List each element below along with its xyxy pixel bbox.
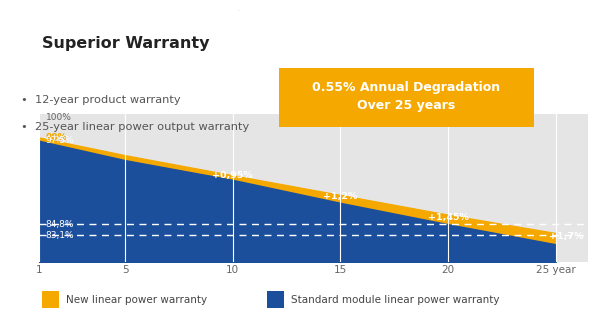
Text: 98%: 98% <box>46 133 67 142</box>
Text: 0.55% Annual Degradation
Over 25 years: 0.55% Annual Degradation Over 25 years <box>313 81 500 112</box>
Text: Superior Warranty: Superior Warranty <box>42 36 210 51</box>
Text: 100%: 100% <box>46 113 71 122</box>
Text: +1,7%: +1,7% <box>549 232 584 240</box>
Text: 84,8%: 84,8% <box>46 220 74 229</box>
Text: +1,45%: +1,45% <box>428 213 469 222</box>
Text: •  12-year product warranty: • 12-year product warranty <box>21 95 181 105</box>
Text: +1,2%: +1,2% <box>323 192 358 201</box>
Text: 97.5%: 97.5% <box>46 136 74 145</box>
FancyBboxPatch shape <box>279 68 534 127</box>
Text: Standard module linear power warranty: Standard module linear power warranty <box>291 295 499 305</box>
Text: New linear power warranty: New linear power warranty <box>66 295 207 305</box>
Text: •  25-year linear power output warranty: • 25-year linear power output warranty <box>21 122 249 132</box>
Text: +0,95%: +0,95% <box>212 171 253 180</box>
FancyBboxPatch shape <box>1 9 249 82</box>
Text: 83,1%: 83,1% <box>46 231 74 240</box>
